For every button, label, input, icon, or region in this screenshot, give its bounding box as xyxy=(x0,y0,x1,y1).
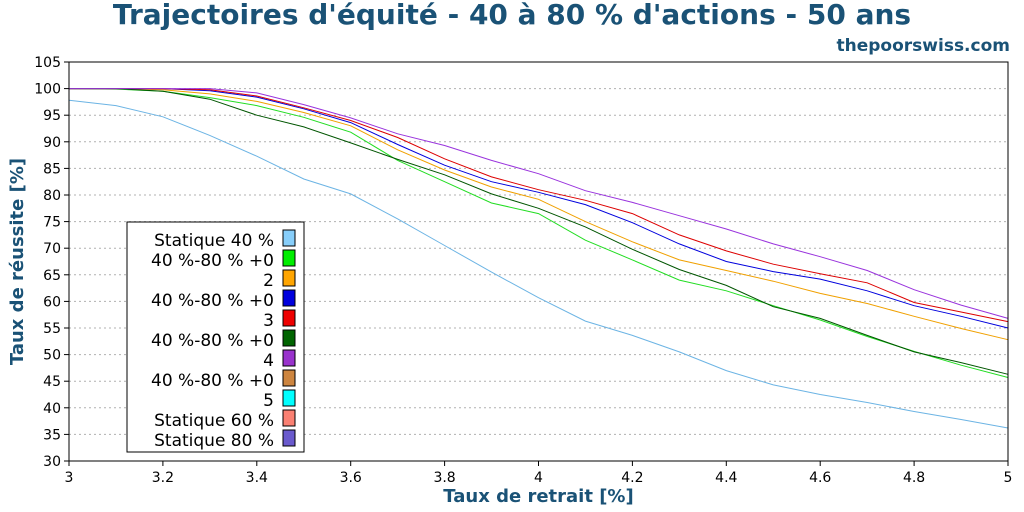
y-tick-label: 35 xyxy=(43,427,61,443)
legend-swatch xyxy=(282,229,296,247)
x-axis-title: Taux de retrait [%] xyxy=(443,486,633,507)
chart-title: Trajectoires d'équité - 40 à 80 % d'acti… xyxy=(112,0,912,31)
y-tick-label: 55 xyxy=(43,321,61,337)
legend-swatch xyxy=(282,369,296,387)
series-line xyxy=(69,88,1009,329)
y-axis-title: Taux de réussite [%] xyxy=(7,158,28,365)
legend-label: 3 xyxy=(263,311,274,331)
x-tick-label: 4.8 xyxy=(903,470,925,486)
y-tick-label: 70 xyxy=(43,241,61,257)
y-tick-label: 50 xyxy=(43,348,61,364)
legend-swatch xyxy=(282,409,296,427)
y-tick-label: 65 xyxy=(43,268,61,284)
legend-swatch xyxy=(282,329,296,347)
legend-swatch xyxy=(282,309,296,327)
x-tick-label: 4.6 xyxy=(809,470,831,486)
y-tick-label: 40 xyxy=(43,401,61,417)
x-tick-label: 4 xyxy=(534,470,543,486)
x-tick-label: 3.4 xyxy=(246,470,268,486)
series-line xyxy=(69,88,1009,323)
legend-label: Statique 40 % xyxy=(154,231,274,251)
series-line xyxy=(69,88,1009,319)
legend-label: 2 xyxy=(263,271,274,291)
x-tick-label: 4.2 xyxy=(621,470,643,486)
x-tick-label: 4.4 xyxy=(715,470,737,486)
legend-label: 40 %-80 % +0 xyxy=(151,291,274,311)
y-tick-label: 60 xyxy=(43,294,61,310)
legend-label: 40 %-80 % +0 xyxy=(151,371,274,391)
y-tick-label: 80 xyxy=(43,188,61,204)
legend-swatch xyxy=(282,289,296,307)
y-tick-label: 45 xyxy=(43,374,61,390)
legend-label: Statique 80 % xyxy=(154,431,274,451)
x-tick-label: 3.8 xyxy=(433,470,455,486)
y-tick-label: 75 xyxy=(43,215,61,231)
legend-swatch xyxy=(282,249,296,267)
x-tick-label: 3.6 xyxy=(340,470,362,486)
legend-label: 40 %-80 % +0 xyxy=(151,331,274,351)
series-lines xyxy=(68,88,1009,429)
series-line xyxy=(68,99,1009,429)
legend-label: 4 xyxy=(263,351,274,371)
series-line xyxy=(68,88,1009,378)
legend-label: Statique 60 % xyxy=(154,411,274,431)
legend-label: 40 %-80 % +0 xyxy=(151,251,274,271)
x-tick-label: 3.2 xyxy=(152,470,174,486)
legend-box xyxy=(126,221,305,453)
legend-swatch xyxy=(282,349,296,367)
legend-label: 5 xyxy=(263,391,274,411)
x-tick-label: 3 xyxy=(65,470,74,486)
y-tick-label: 105 xyxy=(34,55,61,71)
series-line xyxy=(69,88,1009,375)
chart-subtitle: thepoorswiss.com xyxy=(836,36,1011,56)
legend-swatch xyxy=(282,429,296,447)
y-tick-label: 85 xyxy=(43,161,61,177)
legend-swatch xyxy=(282,269,296,287)
y-tick-label: 30 xyxy=(43,454,61,470)
y-tick-label: 90 xyxy=(43,135,61,151)
series-line xyxy=(69,88,1009,341)
legend-swatch xyxy=(282,389,296,407)
x-tick-label: 5 xyxy=(1004,470,1013,486)
y-tick-label: 95 xyxy=(43,108,61,124)
y-tick-label: 100 xyxy=(34,82,61,98)
